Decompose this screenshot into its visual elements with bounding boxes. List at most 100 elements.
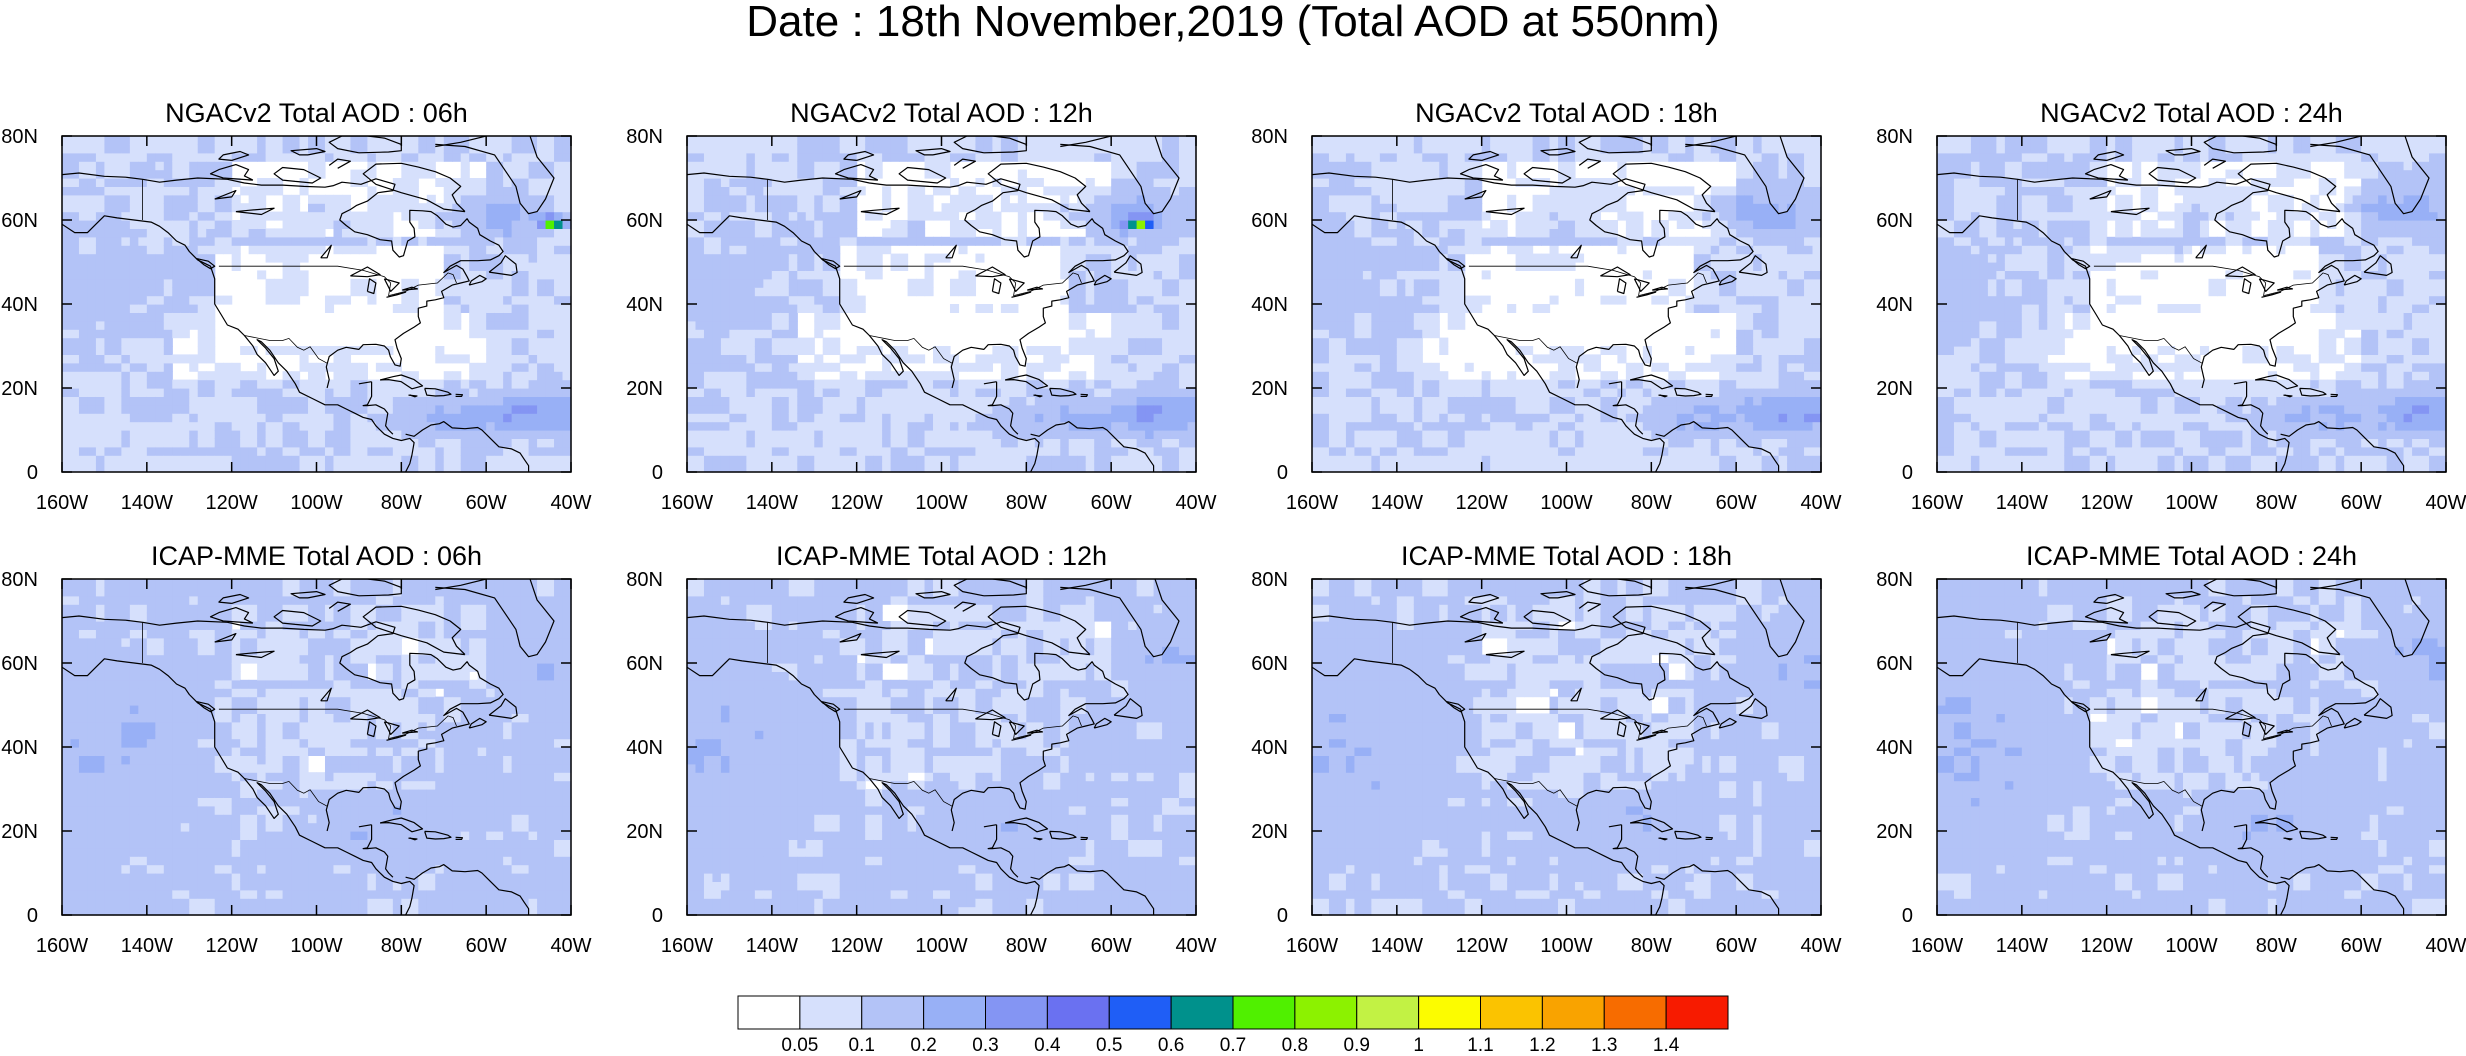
lon-tick-label: 60W: [1091, 935, 1132, 957]
panel-title: ICAP-MME Total AOD : 06h: [151, 541, 482, 571]
lat-tick-label: 80N: [626, 569, 663, 591]
lat-tick-label: 60N: [626, 210, 663, 232]
lat-tick-label: 40N: [1, 294, 38, 316]
lon-tick-label: 80W: [2256, 492, 2297, 514]
lat-tick-label: 20N: [1251, 821, 1288, 843]
lon-tick-label: 60W: [466, 935, 507, 957]
colorbar: 0.05 0.1 0.2 0.3 0.4 0.5 0.6 0.7 0.8 0.9 1 1.1 1.2 1.…: [737, 995, 1729, 1056]
panel-title: ICAP-MME Total AOD : 18h: [1401, 541, 1732, 571]
lat-tick-label: 20N: [1251, 378, 1288, 400]
lon-tick-label: 80W: [1631, 935, 1672, 957]
map-panel-ngac-12: NGACv2 Total AOD : 12h 160W 140W 120W 100W 80…: [626, 98, 1216, 514]
colorbar-swatch: [1356, 995, 1420, 1030]
lon-tick-label: 100W: [1540, 492, 1592, 514]
panel-title: ICAP-MME Total AOD : 12h: [776, 541, 1107, 571]
lat-tick-label: 60N: [1876, 653, 1913, 675]
colorbar-swatch: [737, 995, 801, 1030]
map-panel-icap-24: ICAP-MME Total AOD : 24h 160W 140W 120W 100W…: [1876, 541, 2466, 957]
colorbar-swatch: [985, 995, 1048, 1030]
aod-field: [687, 136, 1197, 473]
lon-tick-label: 40W: [1800, 492, 1841, 514]
lon-tick-label: 120W: [1456, 492, 1508, 514]
lon-tick-label: 100W: [915, 935, 967, 957]
colorbar-swatch: [1046, 995, 1110, 1030]
colorbar-label: 0.05: [781, 1035, 818, 1056]
aod-field: [62, 579, 572, 916]
lat-tick-label: 20N: [626, 821, 663, 843]
lon-tick-label: 160W: [1286, 935, 1338, 957]
colorbar-label: 0.2: [910, 1035, 936, 1056]
map-panel-ngac-06: NGACv2 Total AOD : 06h 160W 140W 120W 100W 80…: [1, 98, 591, 514]
colorbar-label: 0.4: [1034, 1035, 1061, 1056]
lon-tick-label: 120W: [831, 492, 883, 514]
aod-field: [62, 136, 572, 473]
lon-tick-label: 100W: [2165, 935, 2217, 957]
colorbar-swatch: [1108, 995, 1172, 1030]
colorbar-label: 0.5: [1096, 1035, 1122, 1056]
coastline: [62, 136, 555, 472]
lat-tick-label: 20N: [1876, 378, 1913, 400]
aod-field: [1937, 136, 2447, 473]
lon-tick-label: 80W: [1006, 935, 1047, 957]
lon-tick-label: 160W: [1286, 492, 1338, 514]
aod-field: [1312, 579, 1822, 916]
colorbar-swatch: [1294, 995, 1358, 1030]
panel-title: NGACv2 Total AOD : 24h: [2040, 98, 2343, 128]
colorbar-swatch: [923, 995, 987, 1030]
coastline: [1312, 136, 1805, 472]
map-panel-ngac-18: NGACv2 Total AOD : 18h 160W 140W 120W 100W 80…: [1251, 98, 1841, 514]
colorbar-swatch: [1541, 995, 1605, 1030]
lon-tick-label: 160W: [1911, 935, 1963, 957]
lat-tick-label: 40N: [1876, 737, 1913, 759]
lat-tick-label: 80N: [1251, 569, 1288, 591]
lat-tick-label: 80N: [1876, 569, 1913, 591]
coastline: [62, 579, 555, 915]
lat-tick-label: 40N: [1251, 737, 1288, 759]
lat-tick-label: 0: [1902, 905, 1913, 927]
lat-tick-label: 80N: [1251, 126, 1288, 148]
lon-tick-label: 120W: [1456, 935, 1508, 957]
lon-tick-label: 100W: [2165, 492, 2217, 514]
panel-title: ICAP-MME Total AOD : 24h: [2026, 541, 2357, 571]
lon-tick-label: 140W: [746, 935, 798, 957]
lon-tick-label: 120W: [2081, 492, 2133, 514]
lon-tick-label: 80W: [381, 935, 422, 957]
map-panel-icap-18: ICAP-MME Total AOD : 18h 160W 140W 120W 100W…: [1251, 541, 1841, 957]
map-panel-icap-06: ICAP-MME Total AOD : 06h 160W 140W 120W 100W…: [1, 541, 591, 957]
colorbar-label: 0.7: [1220, 1035, 1246, 1056]
lat-tick-label: 0: [1277, 462, 1288, 484]
lon-tick-label: 140W: [1371, 935, 1423, 957]
lat-tick-label: 60N: [1251, 210, 1288, 232]
lon-tick-label: 140W: [121, 935, 173, 957]
lon-tick-label: 80W: [1631, 492, 1672, 514]
lat-tick-label: 0: [1902, 462, 1913, 484]
colorbar-label: 0.6: [1158, 1035, 1184, 1056]
lon-tick-label: 40W: [550, 492, 591, 514]
lon-tick-label: 40W: [1175, 492, 1216, 514]
colorbar-swatch: [1418, 995, 1482, 1030]
lat-tick-label: 40N: [1251, 294, 1288, 316]
colorbar-swatch: [799, 995, 863, 1030]
lon-tick-label: 160W: [1911, 492, 1963, 514]
aod-field: [687, 579, 1197, 916]
lon-tick-label: 120W: [206, 935, 258, 957]
colorbar-label: 0.1: [849, 1035, 875, 1056]
panel-title: NGACv2 Total AOD : 12h: [790, 98, 1093, 128]
colorbar-swatch: [1665, 995, 1729, 1030]
lat-tick-label: 40N: [1, 737, 38, 759]
colorbar-swatch: [1603, 995, 1667, 1030]
lat-tick-label: 80N: [626, 126, 663, 148]
lon-tick-label: 100W: [1540, 935, 1592, 957]
lon-tick-label: 40W: [1800, 935, 1841, 957]
lon-tick-label: 160W: [36, 492, 88, 514]
colorbar-label: 1.3: [1591, 1035, 1617, 1056]
lon-tick-label: 140W: [1371, 492, 1423, 514]
map-panel-ngac-24: NGACv2 Total AOD : 24h 160W 140W 120W 100W 80…: [1876, 98, 2466, 514]
lat-tick-label: 40N: [626, 737, 663, 759]
lon-tick-label: 100W: [915, 492, 967, 514]
lon-tick-label: 120W: [206, 492, 258, 514]
lon-tick-label: 100W: [290, 492, 342, 514]
coastline: [1937, 579, 2430, 915]
lon-tick-label: 140W: [1996, 492, 2048, 514]
